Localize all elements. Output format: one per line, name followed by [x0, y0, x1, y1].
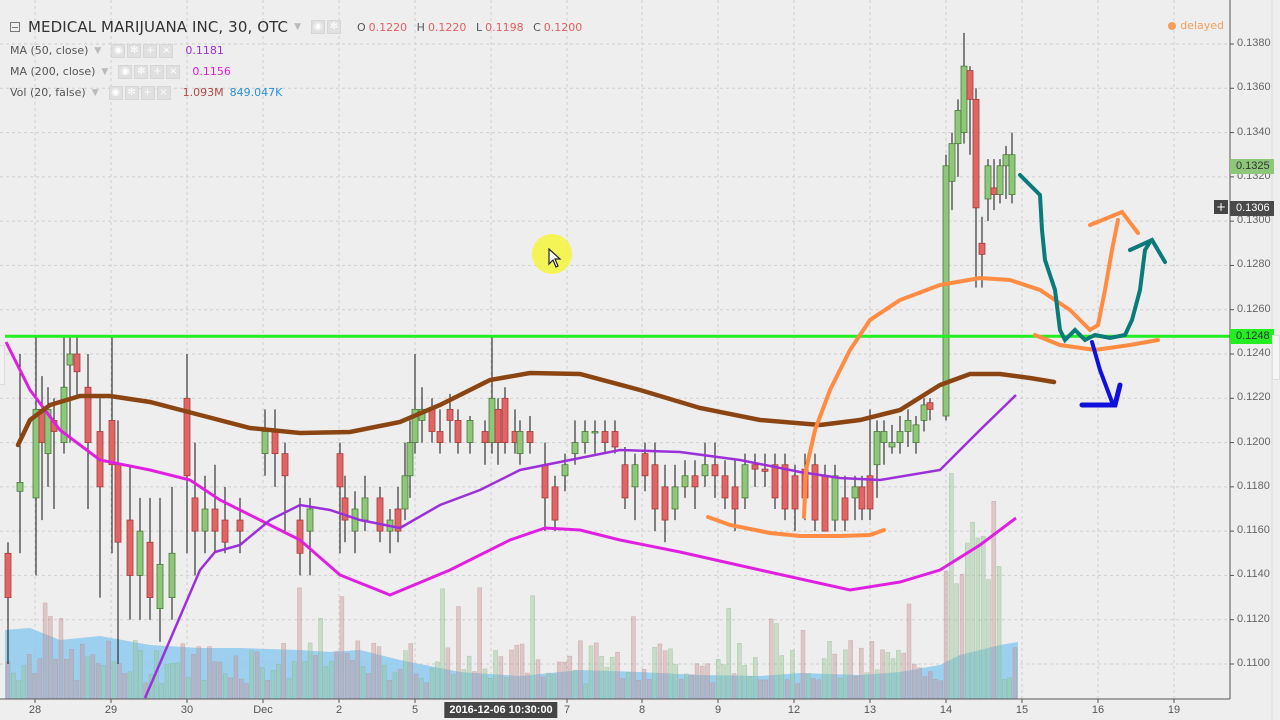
price-tick-label: 0.1200 — [1237, 435, 1271, 448]
indicator-buttons: ◉ ✻ + × — [108, 85, 171, 100]
status-text: delayed — [1180, 19, 1224, 32]
indicator-label[interactable]: MA (50, close) — [10, 44, 89, 57]
symbol-title[interactable]: MEDICAL MARIJUANA INC, 30, OTC — [28, 18, 289, 36]
price-tick-label: 0.1240 — [1237, 347, 1271, 359]
price-tag: 0.1306 — [1230, 200, 1274, 216]
symbol-row: MEDICAL MARIJUANA INC, 30, OTC ▼ ◉ ✻ O 0.… — [0, 14, 588, 40]
price-tick-label: 0.1140 — [1237, 568, 1270, 581]
price-axis[interactable]: 0.1380 0.1360 0.1340 0.1320 0.1300 0.1280 0.12… — [1230, 0, 1280, 700]
delayed-status: delayed — [1168, 19, 1224, 32]
indicator-label[interactable]: MA (200, close) — [10, 65, 96, 78]
price-tag: 0.1325 — [1230, 158, 1274, 174]
volume-value: 1.093M — [182, 86, 224, 99]
status-dot-icon — [1168, 21, 1177, 30]
chevron-down-icon[interactable]: ▼ — [294, 22, 301, 32]
plus-icon[interactable]: + — [150, 64, 165, 79]
close-icon[interactable]: × — [159, 43, 174, 58]
time-tick-label: 13 — [863, 704, 877, 716]
price-tick-label: 0.1360 — [1237, 81, 1271, 94]
volume-ma-value: 849.047K — [229, 86, 283, 99]
time-tick-label: 7 — [563, 704, 571, 716]
indicator-buttons: ◉ ✻ + × — [111, 43, 174, 58]
low-value: 0.1198 — [485, 20, 524, 34]
mouse-cursor-highlight — [532, 234, 572, 274]
price-tick-label: 0.1160 — [1237, 524, 1270, 537]
indicator-volume: Vol (20, false) ▼ ◉ ✻ + × 1.093M 849.047… — [0, 82, 588, 103]
time-tick-label: 2 — [335, 704, 343, 716]
eye-icon[interactable]: ◉ — [108, 85, 123, 100]
price-tick-label: 0.1100 — [1237, 657, 1270, 669]
time-tick-label: 30 — [180, 704, 194, 716]
right-panel-toggle[interactable] — [1272, 335, 1280, 380]
crosshair-plus-icon[interactable]: + — [1214, 200, 1228, 214]
time-tick-label: 16 — [1091, 704, 1105, 716]
low-label: L — [475, 20, 483, 34]
eye-icon[interactable]: ◉ — [111, 43, 126, 58]
price-tick-label: 0.1300 — [1237, 214, 1271, 227]
gear-icon[interactable]: ✻ — [326, 20, 341, 34]
ohlc-values: O 0.1220 H 0.1220 L 0.1198 C 0.1200 — [357, 21, 588, 34]
gear-icon[interactable]: ✻ — [134, 64, 149, 79]
high-value: 0.1220 — [427, 20, 467, 34]
indicator-ma200: MA (200, close) ▼ ◉ ✻ + × 0.1156 — [0, 61, 588, 82]
indicator-ma50: MA (50, close) ▼ ◉ ✻ + × 0.1181 — [0, 40, 588, 61]
time-tick-label: 15 — [1015, 704, 1029, 716]
time-tick-label: 5 — [411, 704, 419, 716]
left-panel-toggle[interactable] — [0, 345, 5, 385]
price-tag: 0.1248 — [1230, 329, 1274, 345]
price-tick-label: 0.1260 — [1237, 302, 1271, 315]
open-label: O — [356, 20, 366, 34]
time-tick-label: 12 — [787, 704, 801, 716]
price-tick-label: 0.1120 — [1237, 612, 1270, 625]
close-label: C — [533, 20, 541, 34]
indicator-value: 0.1181 — [185, 44, 224, 57]
indicator-buttons: ◉ ✻ + × — [118, 64, 181, 79]
price-tick-label: 0.1380 — [1237, 37, 1271, 49]
time-tick-label: 28 — [28, 704, 42, 716]
chevron-down-icon[interactable]: ▼ — [94, 45, 102, 56]
eye-icon[interactable]: ◉ — [118, 64, 133, 79]
price-tick-label: 0.1280 — [1237, 258, 1271, 271]
symbol-buttons: ◉ ✻ — [310, 20, 341, 34]
high-label: H — [416, 20, 425, 34]
price-tick-label: 0.1180 — [1237, 479, 1270, 492]
close-icon[interactable]: × — [156, 85, 171, 100]
price-tick-label: 0.1220 — [1237, 391, 1271, 404]
eye-icon[interactable]: ◉ — [310, 20, 325, 34]
chevron-down-icon[interactable]: ▼ — [101, 66, 109, 77]
price-tick-label: 0.1340 — [1237, 125, 1271, 138]
time-tick-label: Dec — [253, 704, 273, 716]
open-value: 0.1220 — [368, 20, 408, 34]
time-tick-label: 9 — [714, 704, 722, 716]
time-axis[interactable]: 28 29 30 Dec 2 5 7 8 9 12 13 14 15 16 19 2016-12-06 10:… — [0, 700, 1230, 720]
plus-icon[interactable]: + — [140, 85, 155, 100]
chevron-down-icon[interactable]: ▼ — [91, 87, 99, 98]
chart-legend: MEDICAL MARIJUANA INC, 30, OTC ▼ ◉ ✻ O 0.… — [0, 14, 588, 103]
gear-icon[interactable]: ✻ — [127, 43, 142, 58]
indicator-value: 0.1156 — [192, 65, 231, 78]
close-value: 0.1200 — [543, 20, 583, 34]
plus-icon[interactable]: + — [143, 43, 158, 58]
time-tick-label: 19 — [1167, 704, 1181, 716]
collapse-legend-icon[interactable] — [10, 22, 20, 32]
crosshair-time-tag: 2016-12-06 10:30:00 — [444, 702, 558, 718]
time-tick-label: 14 — [939, 704, 953, 716]
close-icon[interactable]: × — [166, 64, 181, 79]
time-tick-label: 8 — [638, 704, 646, 716]
indicator-label[interactable]: Vol (20, false) — [10, 86, 86, 99]
time-tick-label: 29 — [104, 704, 118, 716]
gear-icon[interactable]: ✻ — [124, 85, 139, 100]
cursor-arrow-icon — [548, 248, 562, 268]
